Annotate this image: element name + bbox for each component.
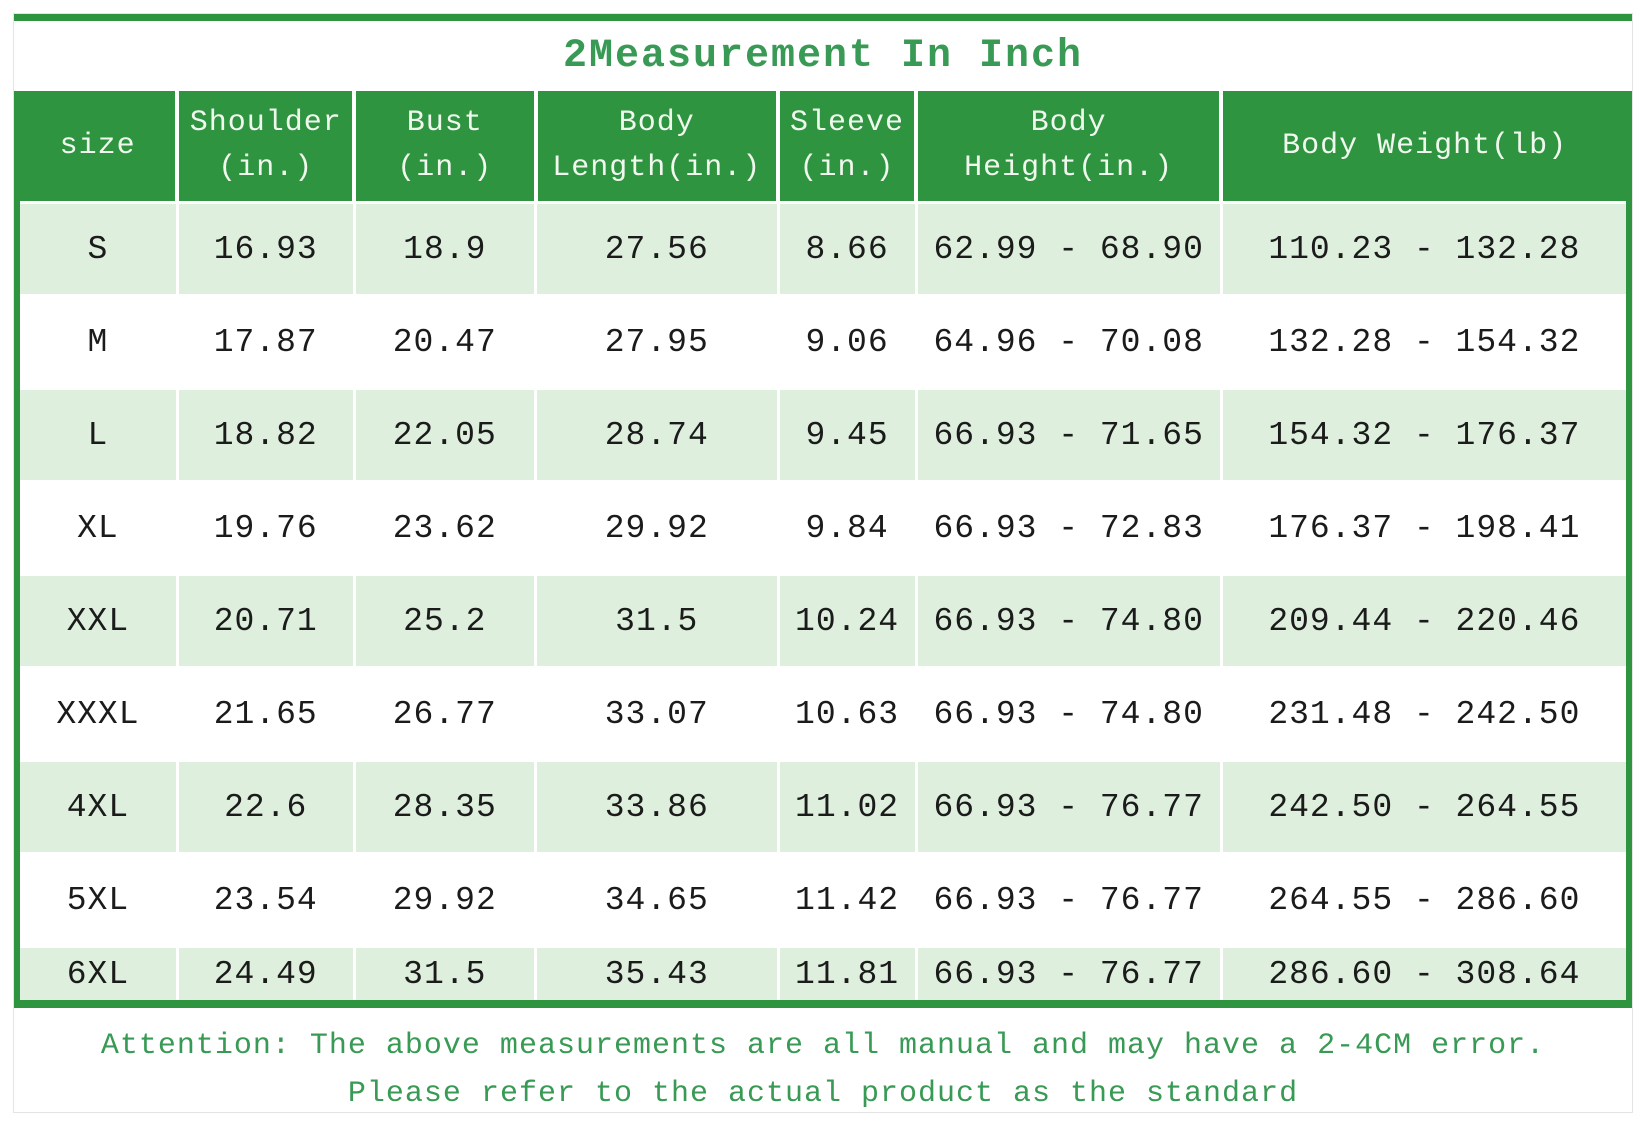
table-cell: 11.02 xyxy=(776,759,918,855)
size-chart-card: 2Measurement In Inch size Shoulder (in.) B… xyxy=(13,13,1633,1113)
table-row-M: M 17.87 20.47 27.95 9.06 64.96 - 70.08 132.28 … xyxy=(20,294,1626,390)
table-cell: 66.93 - 72.83 xyxy=(914,480,1223,576)
size-cell: L xyxy=(20,387,179,483)
table-cell: 27.56 xyxy=(534,201,780,297)
header-cell-5: Body Height(in.) xyxy=(914,91,1222,204)
header-cell-0: size xyxy=(20,91,178,204)
table-cell: 62.99 - 68.90 xyxy=(914,201,1223,297)
table-cell: 154.32 - 176.37 xyxy=(1219,387,1626,483)
header-cell-3: Body Length(in.) xyxy=(533,91,778,204)
size-cell: XXL xyxy=(20,573,179,669)
table-cell: 132.28 - 154.32 xyxy=(1219,294,1626,390)
table-cell: 33.07 xyxy=(534,666,780,762)
table-cell: 10.63 xyxy=(776,666,918,762)
table-cell: 21.65 xyxy=(175,666,356,762)
table-cell: 110.23 - 132.28 xyxy=(1219,201,1626,297)
table-cell: 9.45 xyxy=(776,387,918,483)
table-cell: 17.87 xyxy=(175,294,356,390)
table-row-XL: XL 19.76 23.62 29.92 9.84 66.93 - 72.83 176.37… xyxy=(20,480,1626,576)
size-cell: 4XL xyxy=(20,759,179,855)
table-cell: 18.9 xyxy=(352,201,538,297)
table-cell: 28.35 xyxy=(352,759,538,855)
header-cell-6: Body Weight(lb) xyxy=(1219,91,1626,204)
table-row-L: L 18.82 22.05 28.74 9.45 66.93 - 71.65 154.32 … xyxy=(20,387,1626,483)
size-cell: XXXL xyxy=(20,666,179,762)
attention-line-2: Please refer to the actual product as th… xyxy=(347,1077,1299,1111)
table-cell: 28.74 xyxy=(534,387,780,483)
header-row: size Shoulder (in.) Bust (in.) Body Length(… xyxy=(20,91,1626,204)
header-cell-4: Sleeve (in.) xyxy=(775,91,917,204)
table-cell: 20.47 xyxy=(352,294,538,390)
top-divider xyxy=(14,14,1632,21)
size-cell: XL xyxy=(20,480,179,576)
size-cell: S xyxy=(20,201,179,297)
table-row-S: S 16.93 18.9 27.56 8.66 62.99 - 68.90 110.23 -… xyxy=(20,201,1626,297)
table-row-XXXL: XXXL 21.65 26.77 33.07 10.63 66.93 - 74.80 231… xyxy=(20,666,1626,762)
table-cell: 176.37 - 198.41 xyxy=(1219,480,1626,576)
table-cell: 31.5 xyxy=(352,945,538,1000)
table-row-4XL: 4XL 22.6 28.35 33.86 11.02 66.93 - 76.77 242.5… xyxy=(20,759,1626,855)
table-row-6XL: 6XL 24.49 31.5 35.43 11.81 66.93 - 76.77 286.6… xyxy=(20,945,1626,1000)
table-cell: 64.96 - 70.08 xyxy=(914,294,1223,390)
size-table-body: S 16.93 18.9 27.56 8.66 62.99 - 68.90 110.23 -… xyxy=(20,201,1626,1000)
table-row-5XL: 5XL 23.54 29.92 34.65 11.42 66.93 - 76.77 264.… xyxy=(20,852,1626,948)
table-cell: 11.81 xyxy=(776,945,918,1000)
table-cell: 25.2 xyxy=(352,573,538,669)
table-cell: 16.93 xyxy=(175,201,356,297)
table-cell: 24.49 xyxy=(175,945,356,1000)
table-cell: 31.5 xyxy=(534,573,780,669)
table-cell: 11.42 xyxy=(776,852,918,948)
attention-line-1: Attention: The above measurements are al… xyxy=(100,1029,1546,1063)
size-cell: 6XL xyxy=(20,945,179,1000)
table-cell: 34.65 xyxy=(534,852,780,948)
table-cell: 66.93 - 76.77 xyxy=(914,852,1223,948)
table-cell: 9.06 xyxy=(776,294,918,390)
title-row: 2Measurement In Inch xyxy=(14,21,1632,91)
table-cell: 66.93 - 71.65 xyxy=(914,387,1223,483)
table-cell: 66.93 - 76.77 xyxy=(914,945,1223,1000)
table-cell: 9.84 xyxy=(776,480,918,576)
table-cell: 23.54 xyxy=(175,852,356,948)
table-cell: 20.71 xyxy=(175,573,356,669)
size-cell: 5XL xyxy=(20,852,179,948)
table-row-XXL: XXL 20.71 25.2 31.5 10.24 66.93 - 74.80 209.44… xyxy=(20,573,1626,669)
table-cell: 18.82 xyxy=(175,387,356,483)
table-cell: 264.55 - 286.60 xyxy=(1219,852,1626,948)
table-cell: 231.48 - 242.50 xyxy=(1219,666,1626,762)
size-cell: M xyxy=(20,294,179,390)
table-cell: 242.50 - 264.55 xyxy=(1219,759,1626,855)
page-title: 2Measurement In Inch xyxy=(562,33,1084,79)
attention-note: Attention: The above measurements are al… xyxy=(14,1022,1632,1112)
table-cell: 26.77 xyxy=(352,666,538,762)
table-cell: 22.6 xyxy=(175,759,356,855)
table-cell: 209.44 - 220.46 xyxy=(1219,573,1626,669)
table-cell: 66.93 - 74.80 xyxy=(914,573,1223,669)
table-cell: 286.60 - 308.64 xyxy=(1219,945,1626,1000)
header-cell-2: Bust (in.) xyxy=(352,91,536,204)
table-cell: 35.43 xyxy=(534,945,780,1000)
table-cell: 22.05 xyxy=(352,387,538,483)
table-cell: 27.95 xyxy=(534,294,780,390)
table-cell: 23.62 xyxy=(352,480,538,576)
table-cell: 66.93 - 74.80 xyxy=(914,666,1223,762)
table-cell: 8.66 xyxy=(776,201,918,297)
size-table: size Shoulder (in.) Bust (in.) Body Length(… xyxy=(20,91,1626,1000)
table-cell: 29.92 xyxy=(352,852,538,948)
table-cell: 33.86 xyxy=(534,759,780,855)
size-table-frame: size Shoulder (in.) Bust (in.) Body Length(… xyxy=(14,91,1632,1008)
table-cell: 10.24 xyxy=(776,573,918,669)
header-cell-1: Shoulder (in.) xyxy=(175,91,355,204)
table-cell: 19.76 xyxy=(175,480,356,576)
size-table-header: size Shoulder (in.) Bust (in.) Body Length(… xyxy=(20,91,1626,204)
table-cell: 29.92 xyxy=(534,480,780,576)
table-cell: 66.93 - 76.77 xyxy=(914,759,1223,855)
